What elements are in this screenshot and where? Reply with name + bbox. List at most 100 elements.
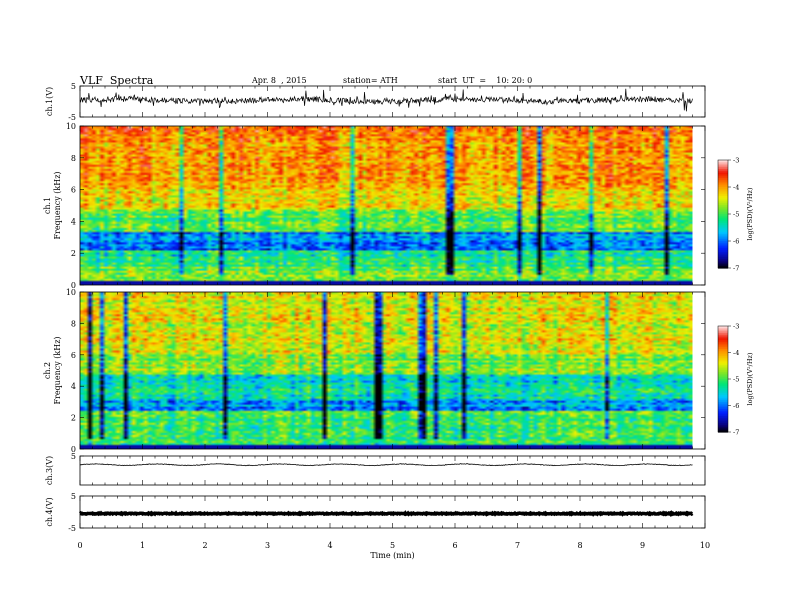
ch1-waveform-ytick-label: -5 xyxy=(68,113,76,122)
ch1-spectrogram-colorbar-cell xyxy=(718,169,728,172)
ch2-spectrogram-ytick-label: 0 xyxy=(71,445,76,454)
ch2-spectrogram-colorbar-cell xyxy=(718,373,728,377)
ch1-spectrogram-colorbar-cell xyxy=(718,246,728,249)
ch2-spectrogram-colorbar-cell xyxy=(718,394,728,398)
ch2-spectrogram-colorbar-cell xyxy=(718,368,728,371)
ch2-spectrogram-colorbar-cell xyxy=(718,421,728,424)
ch2-spectrogram-colorbar-cell xyxy=(718,377,728,380)
header-station: station= ATH xyxy=(343,76,398,85)
ch2-spectrogram-colorbar-cell xyxy=(718,396,728,400)
ch2-spectrogram-colorbar-cell xyxy=(718,414,728,417)
ch2-spectrogram-colorbar-cell xyxy=(718,370,728,373)
ch1-waveform-ylabel: ch.1(V) xyxy=(45,87,54,116)
ch1-spectrogram-colorbar-cell xyxy=(718,221,728,224)
ch1-spectrogram-ylabel: Frequency (kHz) xyxy=(53,171,62,239)
ch1-waveform-trace xyxy=(79,88,693,112)
ch2-spectrogram-nodata xyxy=(692,292,705,449)
ch2-spectrogram-ytick-label: 10 xyxy=(66,288,76,297)
ch1-spectrogram-colorbar-cell xyxy=(718,203,728,206)
ch1-spectrogram-colorbar-cell xyxy=(718,183,728,186)
ch1-spectrogram-colorbar-tick-label: -3 xyxy=(733,157,739,165)
ch1-spectrogram-colorbar-cell xyxy=(718,197,728,201)
ch2-spectrogram-colorbar-cell xyxy=(718,416,728,419)
header-date: Apr. 8 , 2015 xyxy=(252,76,307,85)
ch2-spectrogram-colorbar-cell xyxy=(718,403,728,407)
ch2-spectrogram-colorbar-cell xyxy=(718,389,728,392)
ch2-spectrogram-colorbar-cell xyxy=(718,357,728,361)
ch2-spectrogram-colorbar-cell xyxy=(718,345,728,348)
header-title: VLF Spectra xyxy=(80,74,154,87)
x-tick-label: 5 xyxy=(390,541,395,550)
ch1-spectrogram-colorbar-cell xyxy=(718,187,728,190)
ch4-waveform-trace xyxy=(78,510,694,518)
x-tick-label: 4 xyxy=(327,541,332,550)
x-tick-label: 10 xyxy=(700,541,710,550)
ch2-spectrogram-colorbar-cell xyxy=(718,371,728,375)
ch2-spectrogram-colorbar-cell xyxy=(718,423,728,426)
ch1-waveform-ytick-label: 5 xyxy=(71,82,76,91)
ch2-spectrogram-colorbar-cell xyxy=(718,407,728,410)
colorbars-layer: -3 -4 -5 -6 -7 log(PSD)(V²/Hz) -3 -4 -5 -6 -7 log(P… xyxy=(717,157,754,437)
ch2-spectrogram-colorbar-tick-label: -7 xyxy=(733,429,739,437)
ch2-spectrogram-colorbar-cell xyxy=(718,430,728,433)
ch3-waveform-ytick-label: 5 xyxy=(71,452,76,461)
ch1-spectrogram-colorbar-cell xyxy=(718,172,728,175)
ch2-spectrogram-colorbar-cell xyxy=(718,387,728,391)
x-tick-label: 8 xyxy=(577,541,582,550)
ch2-spectrogram-colorbar-cell xyxy=(718,350,728,354)
ch2-spectrogram-ytick-label: 2 xyxy=(71,414,76,423)
x-tick-label: 3 xyxy=(265,541,270,550)
ch1-spectrogram-colorbar-cell xyxy=(718,206,728,210)
ch1-spectrogram-colorbar-cell xyxy=(718,242,728,246)
ch2-spectrogram-colorbar-cell xyxy=(718,329,728,332)
ch2-spectrogram-colorbar-cell xyxy=(718,336,728,339)
ch2-spectrogram-ylabel: Frequency (kHz) xyxy=(53,336,62,404)
ch1-spectrogram-colorbar-cell xyxy=(718,185,728,188)
x-tick-label: 2 xyxy=(202,541,207,550)
ch2-spectrogram-colorbar-cell xyxy=(718,375,728,378)
ch1-spectrogram-colorbar-cell xyxy=(718,224,728,228)
ch1-spectrogram-colorbar-cell xyxy=(718,176,728,179)
ch1-spectrogram-colorbar-cell xyxy=(718,244,728,247)
ch1-spectrogram-channel-label: ch.1 xyxy=(43,197,52,214)
ch2-spectrogram-colorbar-cell xyxy=(718,382,728,385)
ch1-spectrogram-colorbar-cell xyxy=(718,266,728,269)
ch2-spectrogram-colorbar-cell xyxy=(718,347,728,350)
ch1-spectrogram-colorbar-cell xyxy=(718,219,728,222)
ch1-spectrogram-colorbar-cell xyxy=(718,214,728,217)
ch4-waveform-ytick-label: 5 xyxy=(71,492,76,501)
ch1-spectrogram-colorbar-cell xyxy=(718,257,728,260)
ch2-spectrogram-colorbar-cell xyxy=(718,361,728,364)
ch1-spectrogram-colorbar-tick-label: -5 xyxy=(733,211,739,219)
ch1-spectrogram-colorbar-cell xyxy=(718,217,728,220)
ch2-spectrogram-colorbar-cell xyxy=(718,356,728,359)
ch1-spectrogram-colorbar-cell xyxy=(718,188,728,192)
ch2-spectrogram-colorbar-cell xyxy=(718,417,728,421)
ch1-spectrogram-colorbar-cell xyxy=(718,178,728,181)
ch2-spectrogram-colorbar-cell xyxy=(718,398,728,401)
ch1-spectrogram-colorbar-cell xyxy=(718,212,728,215)
ch3-waveform-ylabel: ch.3(V) xyxy=(45,456,54,485)
ch1-spectrogram-ytick-label: 6 xyxy=(71,186,76,195)
ch1-spectrogram-colorbar-cell xyxy=(718,205,728,208)
ch1-spectrogram-colorbar-cell xyxy=(718,241,728,244)
ch2-spectrogram-colorbar-cell xyxy=(718,405,728,408)
ch2-spectrogram-colorbar-cell xyxy=(718,409,728,412)
ch1-spectrogram-colorbar-tick-label: -4 xyxy=(733,184,739,192)
ch1-spectrogram-colorbar-cell xyxy=(718,233,728,237)
ch1-spectrogram-colorbar-cell xyxy=(718,199,728,202)
ch2-spectrogram-colorbar-cell xyxy=(718,326,728,329)
ch1-spectrogram-ytick-label: 8 xyxy=(71,154,76,163)
ch2-spectrogram-colorbar-cell xyxy=(718,364,728,368)
ch2-spectrogram-colorbar-cell xyxy=(718,412,728,415)
ch2-spectrogram-colorbar-cell xyxy=(718,410,728,414)
ch2-spectrogram-colorbar-cell xyxy=(718,354,728,357)
ch1-spectrogram-ytick-label: 2 xyxy=(71,249,76,258)
x-tick-label: 6 xyxy=(452,541,457,550)
ch1-spectrogram-colorbar-cell xyxy=(718,192,728,195)
panels-layer xyxy=(78,88,705,518)
ch1-spectrogram-colorbar-cell xyxy=(718,215,728,219)
ch1-spectrogram-colorbar-cell xyxy=(718,167,728,170)
ch1-spectrogram-colorbar-cell xyxy=(718,255,728,258)
